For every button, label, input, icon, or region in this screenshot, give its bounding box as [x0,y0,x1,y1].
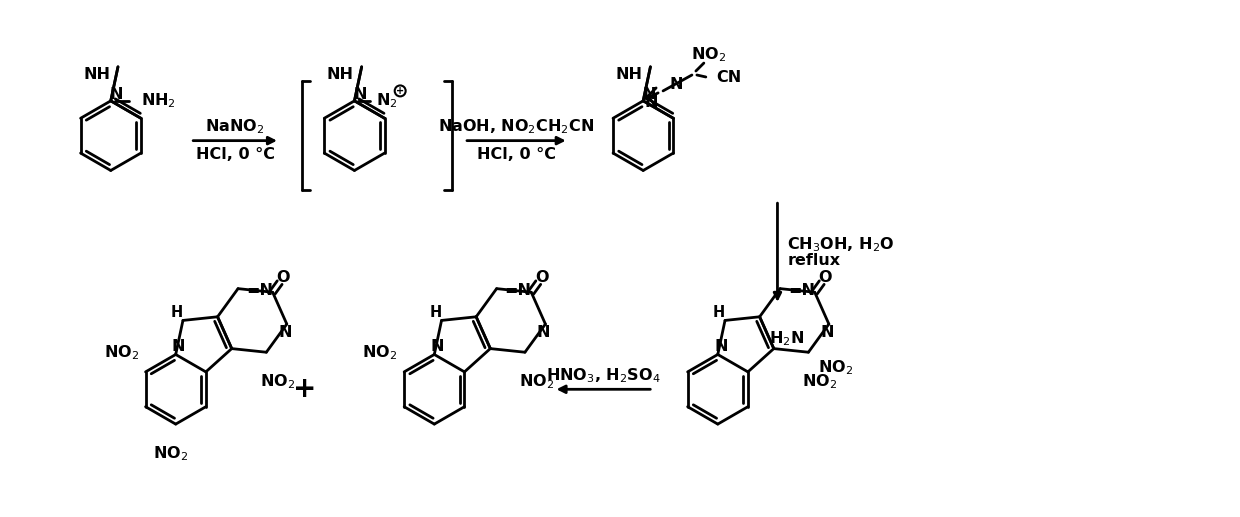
Text: reflux: reflux [787,253,841,268]
Text: NO$_2$: NO$_2$ [802,372,837,391]
Text: N: N [537,325,551,340]
Text: N: N [714,339,728,354]
Text: HCl, 0 °C: HCl, 0 °C [196,147,274,162]
Text: H$_2$N: H$_2$N [769,330,804,348]
Text: NH: NH [615,67,642,82]
Text: NH$_2$: NH$_2$ [140,92,175,110]
Text: N: N [353,87,367,102]
Text: NaNO$_2$: NaNO$_2$ [206,117,264,136]
Text: CN: CN [715,70,742,85]
Text: NO$_2$: NO$_2$ [691,46,727,65]
Text: N: N [820,325,833,340]
Text: H: H [171,305,184,320]
Text: NO$_2$: NO$_2$ [362,344,398,362]
Text: +: + [294,375,316,403]
Text: NO$_2$: NO$_2$ [818,358,853,376]
Text: CH$_3$OH, H$_2$O: CH$_3$OH, H$_2$O [787,235,895,254]
Text: NH: NH [83,67,110,82]
Text: NaOH, NO$_2$CH$_2$CN: NaOH, NO$_2$CH$_2$CN [438,117,594,136]
Text: O: O [277,270,290,285]
Text: N: N [642,87,656,102]
Text: N: N [110,87,124,102]
Text: +: + [396,86,404,96]
Text: NO$_2$: NO$_2$ [104,344,139,362]
Text: N$_2$: N$_2$ [376,92,398,110]
Text: =N: =N [246,283,273,298]
Text: =N: =N [789,283,815,298]
Text: O: O [818,270,832,285]
Text: H: H [713,305,725,320]
Text: NO$_2$: NO$_2$ [260,372,295,391]
Text: O: O [534,270,548,285]
Text: N: N [172,339,186,354]
Text: =N: =N [505,283,532,298]
Text: N: N [278,325,291,340]
Text: HNO$_3$, H$_2$SO$_4$: HNO$_3$, H$_2$SO$_4$ [546,366,661,385]
Text: N: N [645,95,658,110]
Text: NO$_2$: NO$_2$ [518,372,554,391]
Text: N: N [430,339,444,354]
Text: NO$_2$: NO$_2$ [154,445,188,463]
Text: N: N [670,78,683,93]
Text: HCl, 0 °C: HCl, 0 °C [477,147,556,162]
Text: H: H [429,305,441,320]
Text: NH: NH [326,67,353,82]
